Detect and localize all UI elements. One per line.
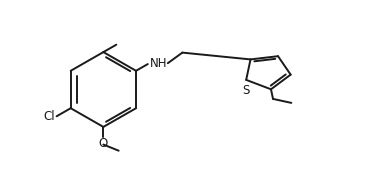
Text: Cl: Cl [43,110,55,123]
Text: O: O [99,137,108,151]
Text: NH: NH [150,57,167,70]
Text: S: S [243,84,250,97]
